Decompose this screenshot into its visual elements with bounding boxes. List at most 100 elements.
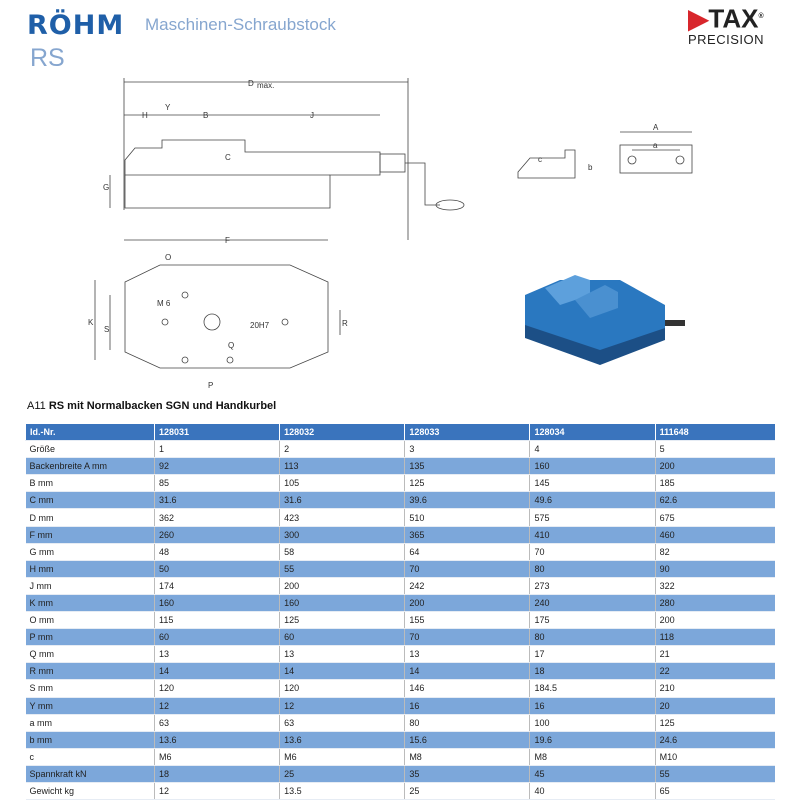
- svg-text:D: D: [248, 79, 254, 88]
- table-row: D mm 362 423 510 575 675: [25, 508, 775, 527]
- cell: 200: [654, 611, 775, 630]
- cell: 155: [404, 611, 530, 630]
- row-label: S mm: [25, 679, 155, 698]
- row-label: R mm: [25, 662, 155, 681]
- cell: 115: [153, 611, 280, 630]
- cell: 128033: [404, 424, 530, 442]
- jaw-detail-labels: Aa b c: [538, 123, 659, 172]
- cell: 55: [279, 560, 405, 578]
- cell: 48: [153, 543, 280, 561]
- cell: 40: [529, 782, 656, 800]
- row-label: D mm: [25, 508, 155, 527]
- cell: 25: [404, 782, 530, 800]
- cell: 423: [279, 508, 405, 527]
- cell: 120: [153, 679, 280, 698]
- cell: 12: [279, 697, 405, 715]
- cell: 125: [654, 714, 775, 732]
- row-label: Gewicht kg: [25, 782, 155, 800]
- table-row: b mm 13.6 13.6 15.6 19.6 24.6: [25, 731, 775, 749]
- svg-text:M 6: M 6: [157, 299, 171, 308]
- table-row: Gewicht kg 12 13.5 25 40 65: [25, 782, 775, 800]
- table-row: R mm 14 14 14 18 22: [25, 662, 775, 681]
- cell: 90: [654, 560, 775, 578]
- svg-text:A: A: [653, 123, 659, 132]
- cell: 200: [654, 457, 775, 476]
- svg-text:H: H: [142, 111, 148, 120]
- cell: 22: [654, 662, 775, 681]
- cell: 25: [279, 765, 405, 783]
- cell: 12: [153, 697, 280, 715]
- cell: 280: [654, 594, 775, 613]
- side-view-drawing: [109, 78, 465, 240]
- model-name: RS: [30, 44, 65, 72]
- cell: 14: [153, 662, 280, 681]
- svg-text:F: F: [225, 236, 230, 245]
- cell: 35: [404, 765, 530, 783]
- cell: M8: [404, 748, 530, 766]
- cell: 12: [153, 782, 280, 800]
- table-row: K mm 160 160 200 240 280: [25, 594, 775, 613]
- cell: 200: [404, 594, 530, 613]
- cell: 80: [529, 628, 656, 647]
- cell: 16: [404, 697, 530, 715]
- svg-text:c: c: [538, 155, 542, 164]
- cell: 105: [279, 474, 405, 493]
- cell: 62.6: [654, 491, 775, 510]
- tax-precision-logo: ▶TAX® PRECISION: [687, 3, 764, 47]
- cell: 14: [404, 662, 530, 681]
- svg-text:max.: max.: [257, 81, 274, 90]
- cell: M8: [529, 748, 656, 766]
- cell: 3: [404, 440, 530, 459]
- cell: 63: [279, 714, 405, 732]
- cell: 111648: [654, 424, 775, 442]
- cell: 50: [153, 560, 280, 578]
- cell: 1: [153, 440, 280, 459]
- row-label: F mm: [25, 526, 155, 544]
- table-row: Größe 1 2 3 4 5: [25, 440, 775, 459]
- svg-text:K: K: [88, 318, 94, 327]
- row-label: B mm: [25, 474, 155, 493]
- cell: 13: [153, 645, 280, 664]
- cell: 322: [654, 577, 775, 595]
- cell: 45: [529, 765, 656, 783]
- cell: 24.6: [654, 731, 775, 749]
- cell: 184.5: [529, 679, 656, 698]
- cell: 118: [654, 628, 775, 647]
- cell: 365: [404, 526, 530, 544]
- cell: 39.6: [404, 491, 530, 510]
- cell: 242: [404, 577, 530, 595]
- cell: 49.6: [529, 491, 656, 510]
- cell: 200: [279, 577, 405, 595]
- cell: 273: [529, 577, 656, 595]
- row-label: H mm: [25, 560, 155, 578]
- rohm-logo: RÖHM: [27, 10, 125, 41]
- table-row: Y mm 12 12 16 16 20: [25, 697, 775, 715]
- cell: 300: [279, 526, 405, 544]
- svg-text:b: b: [588, 163, 593, 172]
- svg-text:C: C: [225, 153, 231, 162]
- cell: 675: [654, 508, 775, 527]
- cell: M6: [279, 748, 405, 766]
- cell: 575: [529, 508, 656, 527]
- cell: 240: [529, 594, 656, 613]
- cell: 14: [279, 662, 405, 681]
- table-row: S mm 120 120 146 184.5 210: [25, 679, 775, 698]
- top-view-drawing: [94, 239, 341, 369]
- cell: 260: [153, 526, 280, 544]
- jaw-detail-drawing: [517, 131, 693, 179]
- table-row: F mm 260 300 365 410 460: [25, 526, 775, 544]
- svg-text:20H7: 20H7: [250, 321, 270, 330]
- cell: 125: [279, 611, 405, 630]
- cell: 20: [654, 697, 775, 715]
- cell: 210: [654, 679, 775, 698]
- cell: 70: [404, 560, 530, 578]
- vise-photo: [525, 275, 685, 365]
- table-row: Spannkraft kN 18 25 35 45 55: [25, 765, 775, 783]
- cell: 13: [279, 645, 405, 664]
- row-label: O mm: [25, 611, 155, 630]
- svg-text:J: J: [310, 111, 314, 120]
- cell: 60: [279, 628, 405, 647]
- cell: 174: [153, 577, 280, 595]
- svg-text:a: a: [653, 141, 658, 150]
